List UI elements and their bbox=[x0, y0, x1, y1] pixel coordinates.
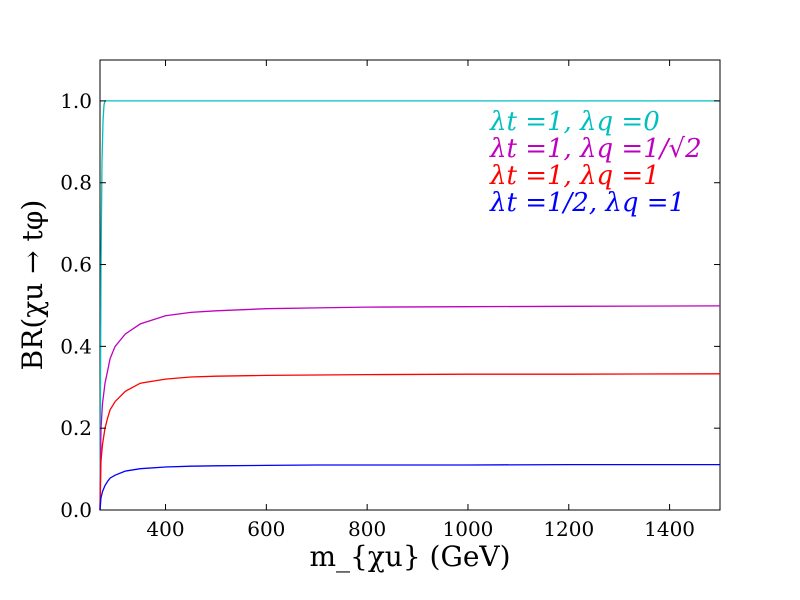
y-tick-label: 0.4 bbox=[60, 334, 92, 358]
x-tick-label: 1000 bbox=[443, 517, 494, 541]
series-line-0 bbox=[99, 100, 720, 511]
y-axis-title: BR(χu → tφ) bbox=[16, 200, 49, 371]
series-layer bbox=[99, 100, 721, 511]
legend-entry-2: λt =1, λq =1 bbox=[489, 161, 660, 191]
legend-entry-1: λt =1, λq =1/√2 bbox=[489, 134, 702, 164]
y-tick-label: 0.2 bbox=[60, 416, 92, 440]
series-line-3 bbox=[99, 463, 720, 511]
series-line-1 bbox=[99, 305, 721, 511]
x-tick-label: 1400 bbox=[644, 517, 695, 541]
y-tick-label: 0.0 bbox=[60, 498, 92, 522]
y-tick-label: 0.6 bbox=[60, 253, 92, 277]
legend: λt =1, λq =0λt =1, λq =1/√2λt =1, λq =1λ… bbox=[489, 107, 702, 218]
x-tick-label: 600 bbox=[247, 517, 285, 541]
y-tick-label: 1.0 bbox=[60, 89, 92, 113]
legend-entry-0: λt =1, λq =0 bbox=[489, 107, 660, 137]
ticks-layer: 400 600 800 1000 1200 1400 0.0 0.2 0.4 0.6 0.8 1.0 bbox=[60, 60, 720, 541]
plot-frame bbox=[99, 59, 721, 511]
y-tick-label: 0.8 bbox=[60, 171, 92, 195]
legend-entry-3: λt =1/2, λq =1 bbox=[489, 188, 685, 218]
x-tick-label: 800 bbox=[348, 517, 386, 541]
x-tick-label: 1200 bbox=[543, 517, 594, 541]
x-axis-title: m_{χu} (GeV) bbox=[309, 540, 510, 573]
x-tick-label: 400 bbox=[146, 517, 184, 541]
series-line-2 bbox=[99, 373, 721, 511]
